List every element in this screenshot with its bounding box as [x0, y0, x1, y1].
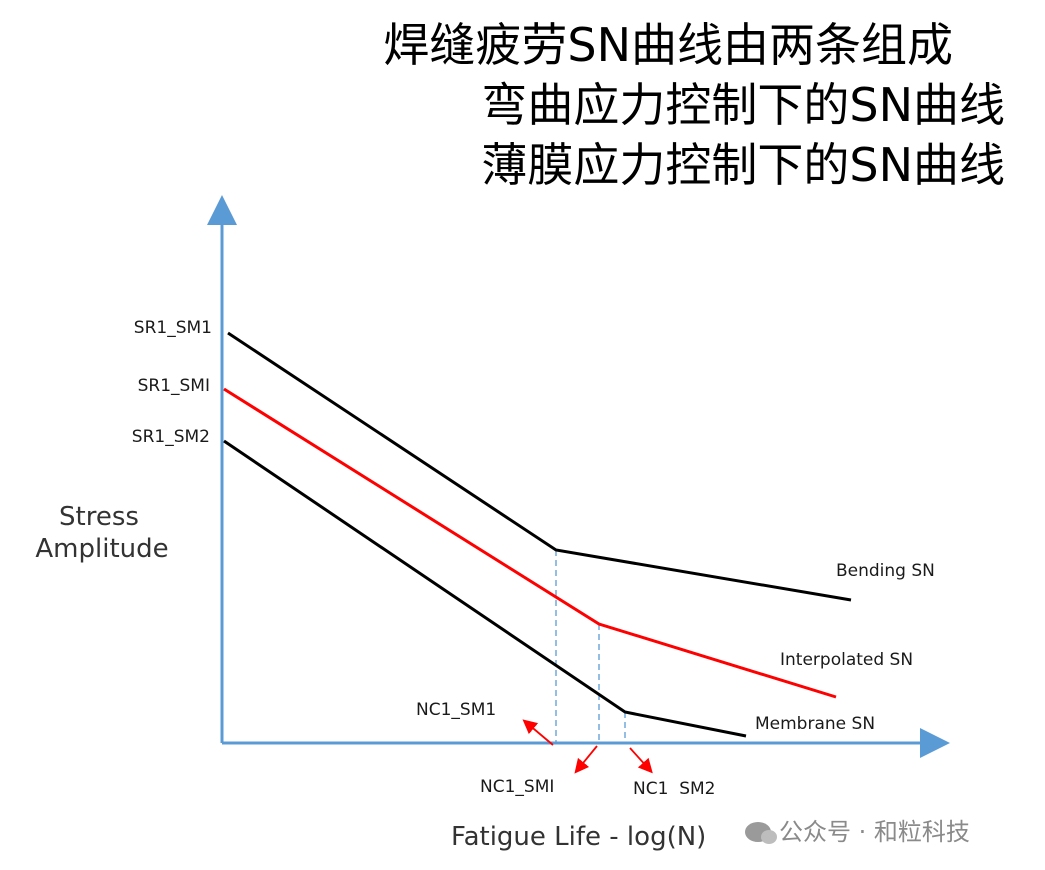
arrow-nc1-sm2	[629, 747, 653, 774]
y-axis-title-line2: Amplitude	[35, 534, 168, 564]
wechat-icon	[745, 822, 777, 844]
membrane-sn-curve	[223, 439, 747, 738]
title-line-2: 弯曲应力控制下的SN曲线	[481, 78, 1005, 132]
arrow-nc1-smi	[574, 745, 598, 774]
marker-nc1-sm1: NC1_SM1	[416, 700, 496, 720]
curve-label-membrane: Membrane SN	[755, 714, 875, 734]
arrow-nc1-sm1	[522, 719, 554, 746]
y-axis-title-line1: Stress	[59, 502, 139, 532]
y-tick-sr1-sm2: SR1_SM2	[132, 427, 210, 447]
title-line-3: 薄膜应力控制下的SN曲线	[481, 138, 1005, 192]
marker-nc1-sm2: NC1 SM2	[633, 779, 716, 799]
y-tick-sr1-sm1: SR1_SM1	[134, 318, 212, 338]
title-line-1: 焊缝疲劳SN曲线由两条组成	[383, 18, 953, 72]
watermark: 公众号 · 和粒科技	[745, 812, 970, 847]
curve-label-interpolated: Interpolated SN	[780, 650, 913, 670]
watermark-text: 公众号 · 和粒科技	[779, 818, 970, 846]
x-axis-title: Fatigue Life - log(N)	[451, 822, 706, 852]
marker-nc1-smi: NC1_SMI	[480, 777, 554, 797]
interpolated-sn-curve	[223, 387, 837, 699]
curve-label-bending: Bending SN	[836, 561, 935, 581]
y-tick-sr1-smi: SR1_SMI	[138, 376, 210, 396]
bending-sn-curve	[227, 331, 852, 602]
